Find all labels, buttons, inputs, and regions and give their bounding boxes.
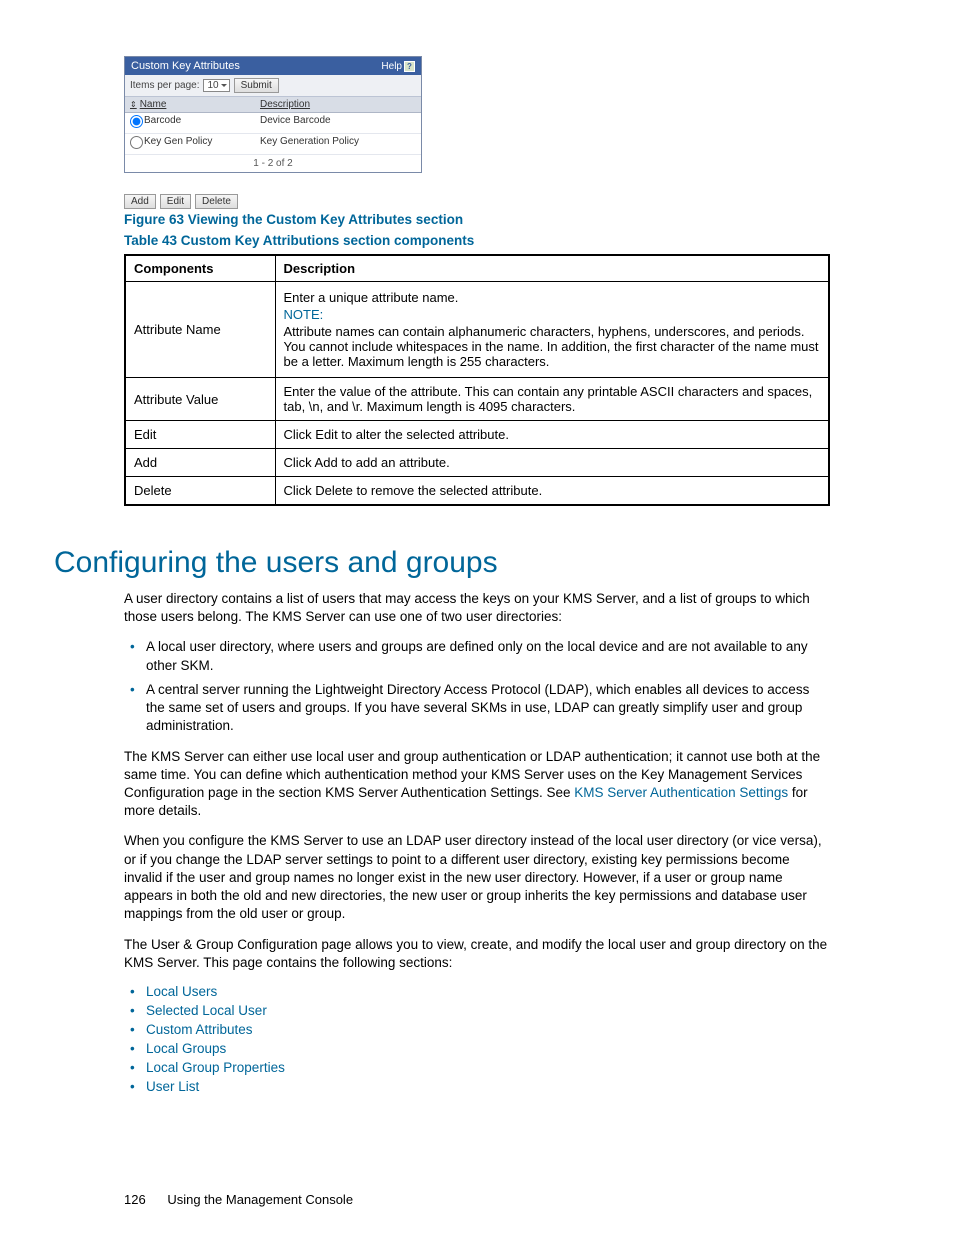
panel-controls: Items per page: 10 Submit	[125, 75, 421, 97]
help-link[interactable]: Help ?	[381, 61, 415, 72]
th-description: Description	[275, 255, 829, 282]
td-description: Click Add to add an attribute.	[275, 449, 829, 477]
table-caption: Table 43 Custom Key Attributions section…	[124, 233, 830, 248]
paragraph: When you configure the KMS Server to use…	[124, 832, 830, 923]
panel-actions: Add Edit Delete	[124, 191, 830, 212]
td-description: Click Delete to remove the selected attr…	[275, 477, 829, 506]
bullet-list: A local user directory, where users and …	[124, 638, 830, 735]
list-item: Local Groups	[146, 1041, 830, 1056]
table-row: Barcode Device Barcode	[125, 113, 421, 134]
items-per-page-label: Items per page:	[130, 80, 199, 91]
sort-icon[interactable]: ⇕	[130, 100, 137, 109]
td-component: Edit	[125, 421, 275, 449]
th-components: Components	[125, 255, 275, 282]
components-table: Components Description Attribute Name En…	[124, 254, 830, 506]
panel-title: Custom Key Attributes	[131, 60, 240, 72]
items-per-page-select[interactable]: 10	[203, 79, 229, 92]
note-label: NOTE:	[284, 307, 821, 322]
list-item: A local user directory, where users and …	[146, 638, 830, 674]
local-group-properties-link[interactable]: Local Group Properties	[146, 1060, 285, 1075]
row-desc: Key Generation Policy	[255, 134, 421, 154]
col-desc-header[interactable]: Description	[255, 97, 421, 112]
td-description: Click Edit to alter the selected attribu…	[275, 421, 829, 449]
local-users-link[interactable]: Local Users	[146, 984, 217, 999]
submit-button[interactable]: Submit	[234, 78, 279, 93]
kms-auth-link[interactable]: KMS Server Authentication Settings	[574, 785, 788, 800]
panel-table-header: ⇕ Name Description	[125, 97, 421, 113]
td-component: Attribute Name	[125, 282, 275, 378]
td-description: Enter the value of the attribute. This c…	[275, 378, 829, 421]
td-component: Delete	[125, 477, 275, 506]
list-item: Selected Local User	[146, 1003, 830, 1018]
col-name-header[interactable]: Name	[140, 99, 167, 110]
td-component: Attribute Value	[125, 378, 275, 421]
local-groups-link[interactable]: Local Groups	[146, 1041, 226, 1056]
row-name: Barcode	[139, 113, 255, 133]
list-item: Local Group Properties	[146, 1060, 830, 1075]
list-item: Custom Attributes	[146, 1022, 830, 1037]
pager-text: 1 - 2 of 2	[125, 155, 421, 172]
section-links: Local Users Selected Local User Custom A…	[124, 984, 830, 1094]
figure-caption: Figure 63 Viewing the Custom Key Attribu…	[124, 212, 830, 227]
row-desc: Device Barcode	[255, 113, 421, 133]
panel-header: Custom Key Attributes Help ?	[125, 57, 421, 75]
paragraph: A user directory contains a list of user…	[124, 590, 830, 626]
td-component: Add	[125, 449, 275, 477]
footer-text: Using the Management Console	[167, 1192, 353, 1207]
td-description: Enter a unique attribute name. NOTE: Att…	[275, 282, 829, 378]
add-button[interactable]: Add	[124, 194, 156, 209]
list-item: A central server running the Lightweight…	[146, 681, 830, 736]
page-footer: 126 Using the Management Console	[124, 1192, 353, 1207]
user-list-link[interactable]: User List	[146, 1079, 199, 1094]
edit-button[interactable]: Edit	[160, 194, 191, 209]
paragraph: The KMS Server can either use local user…	[124, 748, 830, 821]
selected-local-user-link[interactable]: Selected Local User	[146, 1003, 267, 1018]
custom-attributes-link[interactable]: Custom Attributes	[146, 1022, 253, 1037]
section-heading: Configuring the users and groups	[54, 546, 830, 580]
help-icon: ?	[404, 61, 415, 72]
table-row: Key Gen Policy Key Generation Policy	[125, 134, 421, 155]
page-number: 126	[124, 1192, 146, 1207]
custom-key-attributes-panel: Custom Key Attributes Help ? Items per p…	[124, 56, 830, 212]
list-item: Local Users	[146, 984, 830, 999]
list-item: User List	[146, 1079, 830, 1094]
paragraph: The User & Group Configuration page allo…	[124, 936, 830, 972]
row-name: Key Gen Policy	[139, 134, 255, 154]
delete-button[interactable]: Delete	[195, 194, 238, 209]
